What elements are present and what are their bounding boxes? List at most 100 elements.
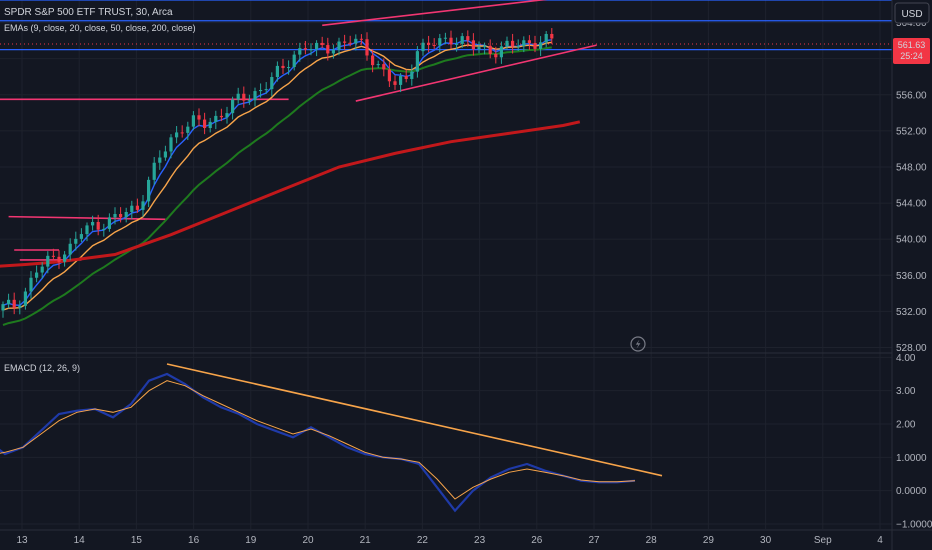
candle-body (219, 115, 223, 118)
candle-body (331, 49, 335, 54)
ema-50-line (2, 46, 552, 326)
candle-body (158, 157, 162, 163)
macd-tick-label: 2.00 (896, 420, 916, 431)
candle-body (287, 67, 291, 69)
candle-body (40, 266, 44, 273)
macd-legend[interactable]: EMACD (12, 26, 9) (4, 363, 80, 373)
candle-body (74, 238, 78, 244)
trendline[interactable] (322, 0, 580, 27)
candle-body (505, 40, 509, 47)
candle-body (393, 81, 397, 85)
candle-body (544, 33, 548, 43)
candle-body (124, 211, 128, 218)
candle-body (119, 214, 123, 218)
currency-label: USD (901, 9, 922, 20)
candle-body (7, 299, 11, 305)
price-tag-countdown: 25:24 (900, 51, 923, 61)
candle-body (499, 46, 503, 58)
candle-body (175, 132, 179, 138)
candle-body (259, 89, 263, 92)
candle-body (466, 36, 470, 41)
candle-body (163, 151, 167, 158)
price-tick-label: 532.00 (896, 307, 927, 318)
time-tick-label: 14 (74, 535, 86, 546)
candle-body (203, 119, 207, 129)
candle-body (432, 44, 436, 46)
ema-legend[interactable]: EMAs (9, close, 20, close, 50, close, 20… (4, 23, 196, 33)
candle-body (376, 64, 380, 66)
candle-body (455, 43, 459, 45)
candle-body (35, 272, 39, 278)
macd-axis[interactable]: 4.00 3.00 2.00 1.0000 0.0000 −1.0000 (896, 353, 932, 531)
candle-body (63, 254, 67, 262)
time-tick-label: 20 (302, 535, 314, 546)
candle-body (382, 64, 386, 70)
price-tick-label: 544.00 (896, 199, 927, 210)
candle-body (421, 42, 425, 52)
candle-body (494, 53, 498, 58)
macd-pane (0, 363, 663, 513)
candle-body (449, 37, 453, 45)
candle-body (315, 42, 319, 50)
candle-body (197, 115, 201, 120)
candle-body (23, 291, 27, 306)
candle-body (281, 65, 285, 69)
candle-body (191, 115, 195, 127)
trendline[interactable] (355, 44, 597, 102)
candle-body (12, 299, 16, 308)
macd-tick-label: 1.0000 (896, 453, 927, 464)
candle-body (113, 214, 117, 218)
candle-body (236, 93, 240, 100)
candle-body (483, 45, 487, 48)
candle-body (460, 36, 464, 44)
chart-title: SPDR S&P 500 ETF TRUST, 30, Arca (4, 7, 173, 18)
candle-body (96, 221, 100, 230)
time-tick-label: 26 (531, 535, 543, 546)
time-tick-label: 30 (760, 535, 772, 546)
macd-tick-label: 3.00 (896, 386, 916, 397)
candle-body (410, 71, 414, 79)
time-tick-label: 29 (703, 535, 715, 546)
candle-body (247, 100, 251, 102)
candle-body (427, 42, 431, 45)
candle-body (292, 54, 296, 68)
candle-body (130, 205, 134, 212)
candle-body (275, 65, 279, 78)
candle-body (309, 49, 313, 51)
currency-button[interactable] (894, 2, 930, 24)
signal-line (0, 380, 636, 500)
candle-body (471, 40, 475, 50)
candle-body (438, 38, 442, 46)
time-tick-label: Sep (814, 535, 832, 546)
candle-body (399, 76, 403, 85)
time-tick-label: 22 (417, 535, 429, 546)
candle-body (264, 89, 268, 91)
price-tag-value: 561.63 (898, 40, 926, 50)
grid (0, 0, 892, 529)
candle-body (539, 42, 543, 49)
time-tick-label: 15 (131, 535, 143, 546)
candle-body (477, 47, 481, 50)
candle-body (57, 256, 61, 262)
price-tag-box (893, 37, 930, 64)
macd-trendline[interactable] (166, 363, 663, 477)
price-tick-label: 548.00 (896, 162, 927, 173)
candlesticks (1, 28, 554, 318)
candle-body (533, 43, 537, 49)
time-tick-label: 28 (646, 535, 658, 546)
candle-body (270, 77, 274, 90)
candle-body (348, 42, 352, 44)
ema-20-line (2, 41, 552, 311)
candle-body (231, 99, 235, 114)
time-axis[interactable]: 13 14 15 16 19 20 21 22 23 26 27 28 29 30 Sep 4 (16, 535, 883, 546)
candle-body (522, 40, 526, 47)
time-tick-label: 21 (360, 535, 372, 546)
candle-body (365, 39, 369, 56)
candle-body (527, 40, 531, 44)
lightning-icon[interactable] (630, 336, 646, 352)
candle-body (169, 137, 173, 152)
candle-body (79, 234, 83, 239)
price-tick-label: 564.00 (896, 18, 927, 29)
time-tick-label: 23 (474, 535, 486, 546)
